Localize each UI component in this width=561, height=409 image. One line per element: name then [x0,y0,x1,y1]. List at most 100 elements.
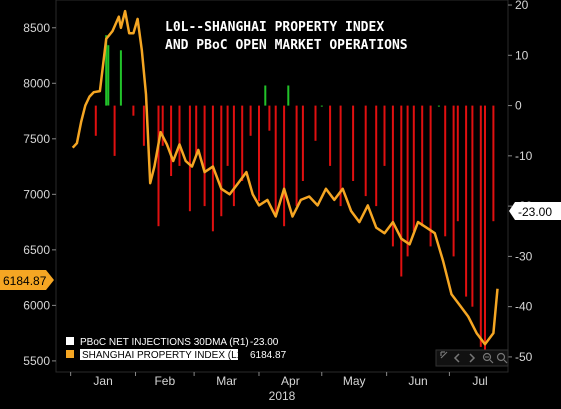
x-tick-label-mar: Mar [216,374,237,388]
left-tick-label-2: 6500 [23,243,50,257]
bar-injection-18 [241,105,244,181]
bar-injection-26 [295,105,298,207]
bar-injection-17 [232,105,235,207]
line-property-index [71,9,499,346]
bar-injection-27 [301,105,304,181]
x-tick-label-apr: Apr [281,374,300,388]
right-tick-label-4: -10 [515,149,533,163]
bar-injection-40 [421,105,424,227]
right-tick-label-6: 10 [515,48,529,62]
right-flag-value: -23.00 [518,205,552,219]
left-tick-label-1: 6000 [23,298,50,312]
bar-injection-25 [287,85,290,106]
bar-injection-23 [274,105,277,217]
left-tick-label-0: 5500 [23,354,50,368]
x-tick-label-jun: Jun [408,374,427,388]
right-last-value-flag: -23.00 [509,202,561,220]
right-tick-label-2: -30 [515,249,533,263]
left-flag-background [0,270,46,290]
legend-highlight-property-index [80,349,238,360]
bar-injection-8 [161,105,164,146]
zoom-in-icon[interactable] [496,352,508,364]
legend-value-injections: -23.00 [250,337,279,348]
left-flag-pointer [46,270,54,290]
right-tick-label-1: -40 [515,300,533,314]
bar-injection-11 [188,105,191,212]
bar-injection-24 [283,105,286,227]
bar-injection-12 [195,105,198,156]
chart-title-line-2: AND PBoC OPEN MARKET OPERATIONS [165,38,408,53]
left-tick-label-6: 8500 [23,21,50,35]
bar-injection-7 [157,105,160,227]
bar-injection-48 [479,105,482,347]
left-last-value-flag: 6184.87 [0,270,54,290]
right-flag-pointer [509,202,515,220]
bar-injection-29 [320,105,323,107]
bar-injection-16 [226,105,229,166]
bar-injection-42 [437,105,440,107]
left-tick-label-5: 8000 [23,76,50,90]
bar-injection-45 [456,105,459,222]
bar-injection-4 [119,50,122,106]
bar-injection-1 [105,35,108,106]
x-tick-label-feb: Feb [154,374,175,388]
bar-injection-30 [329,105,332,166]
pan-left-icon[interactable] [453,353,460,363]
bar-injection-49 [484,105,486,352]
pan-right-icon[interactable] [469,353,476,363]
bar-injection-39 [412,105,415,232]
right-tick-label-0: -50 [515,350,533,364]
bar-injection-46 [465,105,468,297]
legend-label-property-index: SHANGHAI PROPERTY INDEX (L1) [82,350,246,361]
bar-injection-19 [249,105,252,136]
bar-injection-15 [220,105,223,217]
line-series-group [71,9,499,346]
bar-injection-10 [178,105,181,166]
bar-injection-33 [364,105,367,197]
bar-injection-20 [258,105,260,202]
bar-injection-3 [113,105,116,156]
legend-swatch-injections [66,337,74,345]
left-tick-label-3: 7000 [23,187,50,201]
right-tick-label-5: 0 [515,99,522,113]
zoom-out-icon[interactable] [482,352,494,364]
bar-injection-41 [429,105,432,247]
right-flag-background [515,202,561,220]
x-year-label: 2018 [269,389,296,403]
bar-injection-37 [400,105,403,277]
zoom-toolbar[interactable] [435,349,509,367]
left-tick-label-4: 7500 [23,132,50,146]
bar-injection-0 [94,105,97,136]
bar-injection-44 [452,105,455,257]
bar-injection-34 [375,105,378,207]
right-tick-label-7: 20 [515,0,529,12]
bar-injection-13 [203,105,206,207]
bar-injection-38 [406,105,409,257]
bar-injection-47 [471,105,474,307]
bar-injection-50 [492,105,495,222]
bar-injection-21 [264,85,267,106]
legend: PBoC NET INJECTIONS 30DMA (R1) -23.00 SH… [60,334,300,362]
bar-injection-28 [314,105,317,141]
expand-icon[interactable] [440,351,448,359]
bar-injection-31 [339,105,342,207]
bar-injection-32 [352,105,355,181]
legend-label-injections: PBoC NET INJECTIONS 30DMA (R1) [80,337,249,348]
chart-title-line-1: L0L--SHANGHAI PROPERTY INDEX [165,20,384,35]
x-axis: Jan Feb Mar Apr May Jun Jul 2018 [70,372,488,403]
bar-series-group [94,35,495,352]
x-tick-label-jul: Jul [472,374,487,388]
bar-injection-35 [383,105,386,166]
bar-injection-2 [107,45,110,106]
bar-injection-9 [170,105,173,176]
plot-area [55,0,509,373]
x-tick-label-may: May [343,374,366,388]
bar-injection-36 [391,105,394,247]
bar-injection-43 [444,105,447,237]
zoom-toolbar-box [435,349,509,367]
left-axis: 5500 6000 6500 7000 7500 8000 8500 [23,21,56,368]
x-tick-label-jan: Jan [93,374,112,388]
legend-swatch-property-index [66,350,74,358]
